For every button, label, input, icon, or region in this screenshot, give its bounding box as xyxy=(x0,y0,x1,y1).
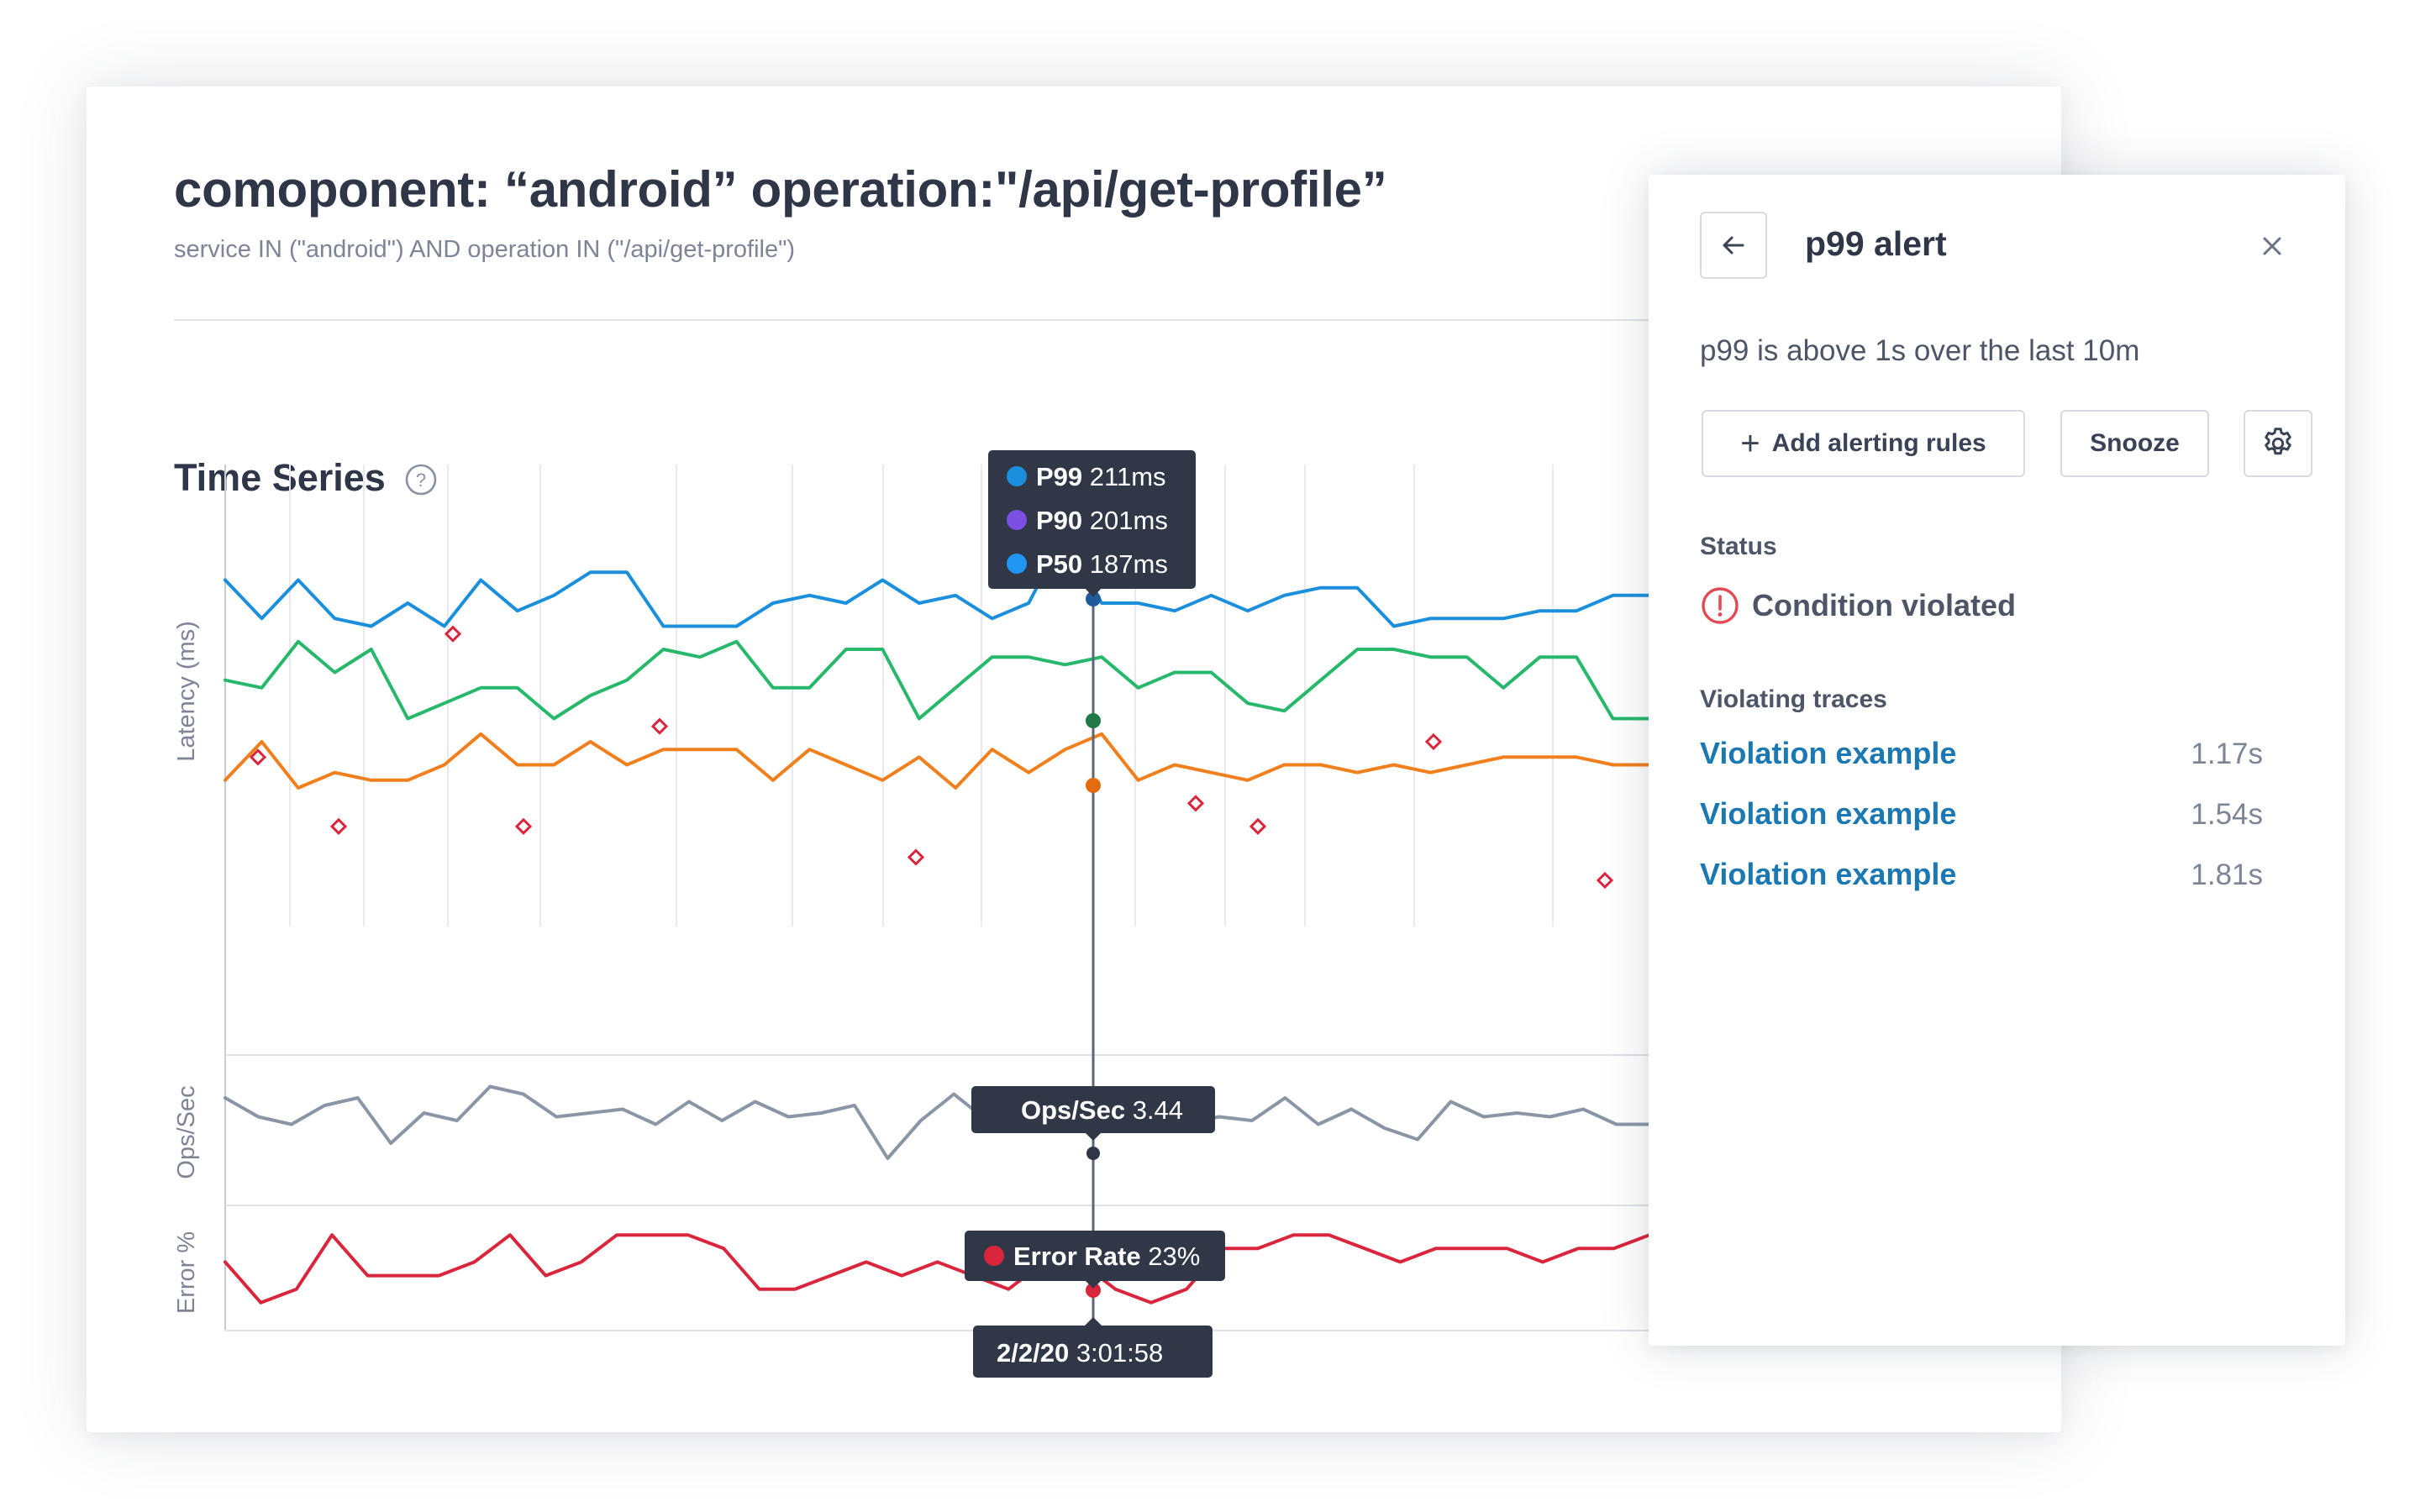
axis-label: Latency (ms) xyxy=(173,621,200,762)
snooze-button[interactable]: Snooze xyxy=(2060,410,2209,477)
query-expression: service IN ("android") AND operation IN … xyxy=(174,236,796,263)
legend-dot xyxy=(984,1246,1004,1266)
tooltip-caret xyxy=(1085,588,1102,597)
add-alerting-rules-button[interactable]: + Add alerting rules xyxy=(1702,410,2025,477)
violation-marker xyxy=(650,717,669,735)
tooltip-label: P50 xyxy=(1036,549,1090,579)
tooltip-text: Error Rate 23% xyxy=(1013,1242,1200,1271)
violation-marker xyxy=(1596,871,1614,890)
trace-row: Violation example 1.54s xyxy=(1700,796,2263,838)
violating-traces-label: Violating traces xyxy=(1700,685,1887,713)
snooze-label: Snooze xyxy=(2090,429,2180,457)
tooltip-label: P90 xyxy=(1036,506,1090,535)
latency-series-line xyxy=(224,639,1651,721)
alert-title: p99 alert xyxy=(1805,224,1947,263)
violation-marker xyxy=(1424,732,1443,751)
violation-marker xyxy=(907,848,925,866)
trace-link[interactable]: Violation example xyxy=(1700,736,1957,770)
tooltip-label: Error Rate xyxy=(1013,1242,1148,1271)
alert-description: p99 is above 1s over the last 10m xyxy=(1700,334,2140,367)
trace-link[interactable]: Violation example xyxy=(1700,857,1957,891)
tooltip-value: 3.44 xyxy=(1133,1095,1183,1125)
latency-tooltip xyxy=(988,450,1196,589)
axis-label: Error % xyxy=(173,1231,200,1314)
tooltip-label: P99 xyxy=(1036,462,1090,491)
tooltip-text: P99 211ms xyxy=(1036,462,1166,491)
violation-marker xyxy=(249,748,267,766)
timestamp-tooltip xyxy=(973,1326,1213,1378)
crosshair-dot xyxy=(1086,1147,1100,1160)
alert-panel: p99 alert p99 is above 1s over the last … xyxy=(1649,175,2345,1346)
divider xyxy=(174,319,2023,321)
crosshair-dot xyxy=(1086,1283,1101,1298)
crosshair-dot xyxy=(1086,591,1101,606)
tooltip-caret xyxy=(1085,1132,1102,1141)
gear-icon xyxy=(2265,428,2291,455)
violation-marker xyxy=(444,625,462,643)
close-button[interactable] xyxy=(2255,229,2289,263)
tooltip-text: P90 201ms xyxy=(1036,506,1168,535)
question-circle-icon[interactable]: ? xyxy=(404,463,438,496)
tooltip-text: Ops/Sec 3.44 xyxy=(1021,1095,1183,1125)
back-button[interactable] xyxy=(1700,212,1767,279)
tooltip-label: Ops/Sec xyxy=(1021,1095,1133,1125)
axis-label: Ops/Sec xyxy=(173,1085,200,1179)
violation-marker xyxy=(329,817,348,835)
violation-marker xyxy=(1186,795,1205,812)
ops-tooltip xyxy=(971,1086,1215,1133)
trace-duration: 1.17s xyxy=(2191,738,2263,770)
status-text: Condition violated xyxy=(1752,588,2016,622)
timestamp-date: 2/2/20 xyxy=(997,1338,1076,1368)
error-tooltip xyxy=(965,1231,1225,1281)
legend-dot xyxy=(1007,554,1027,574)
timestamp-time: 3:01:58 xyxy=(1076,1338,1163,1368)
latency-series-line xyxy=(224,732,1651,790)
latency-series-line xyxy=(224,532,1651,628)
error-series-line xyxy=(224,1233,1651,1305)
arrow-left-icon xyxy=(1723,236,1744,255)
close-icon xyxy=(2263,237,2281,255)
crosshair-dot xyxy=(1086,778,1101,793)
tooltip-text: P50 187ms xyxy=(1036,549,1168,579)
legend-dot xyxy=(1007,510,1027,530)
trace-link[interactable]: Violation example xyxy=(1700,796,1957,831)
trace-row: Violation example 1.81s xyxy=(1700,857,2263,899)
tooltip-value: 211ms xyxy=(1090,462,1166,491)
query-title: comoponent: “android” operation:"/api/ge… xyxy=(174,161,1387,218)
trace-duration: 1.54s xyxy=(2191,798,2263,831)
plus-icon: + xyxy=(1740,425,1760,462)
tooltip-caret xyxy=(1085,1280,1102,1289)
tooltip-value: 187ms xyxy=(1090,549,1168,579)
ops-series-line xyxy=(224,1084,1651,1160)
section-title: Time Series xyxy=(174,456,386,499)
legend-dot xyxy=(1007,466,1027,486)
crosshair-dot xyxy=(1086,713,1101,728)
tooltip-value: 201ms xyxy=(1090,506,1168,535)
alert-circle-icon xyxy=(1702,587,1739,624)
violation-marker xyxy=(1249,817,1267,835)
violation-marker xyxy=(514,817,533,835)
status-label: Status xyxy=(1700,533,1777,560)
tooltip-caret xyxy=(1085,1317,1102,1326)
status-row: Condition violated xyxy=(1700,585,2016,627)
svg-text:?: ? xyxy=(416,470,426,491)
add-alerting-rules-label: Add alerting rules xyxy=(1771,429,1986,457)
tooltip-value: 23% xyxy=(1148,1242,1200,1271)
trace-duration: 1.81s xyxy=(2191,858,2263,891)
trace-row: Violation example 1.17s xyxy=(1700,736,2263,778)
settings-button[interactable] xyxy=(2244,410,2312,477)
tooltip-text: 2/2/20 3:01:58 xyxy=(997,1338,1163,1368)
